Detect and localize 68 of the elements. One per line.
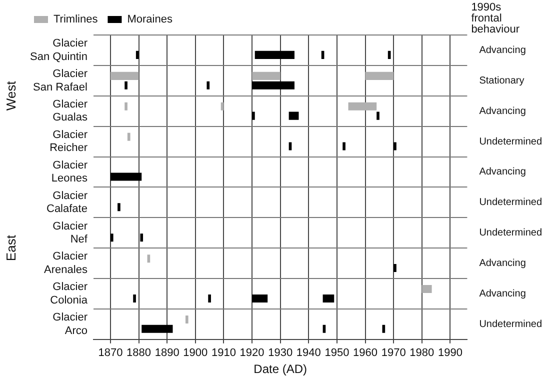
bar (252, 81, 294, 90)
y2-tick-label: Undetermined (479, 197, 542, 208)
x-tick-label: 1930 (268, 347, 293, 360)
bar (342, 142, 346, 150)
x-tick-label: 1990 (438, 347, 462, 360)
bar (394, 142, 396, 150)
y2-tick-label: Undetermined (479, 228, 542, 239)
y2-tick-label: Undetermined (479, 136, 542, 148)
bar (124, 102, 128, 110)
x-tick-label: 1980 (410, 347, 434, 360)
x-tick-label: 1960 (353, 347, 378, 360)
bar (185, 315, 188, 324)
y2-tick-label: Advancing (479, 288, 526, 300)
bar (365, 72, 394, 80)
bar (110, 172, 142, 181)
x-axis-title: Date (AD) (254, 362, 308, 376)
bar (252, 294, 268, 302)
x-tick-label: 1870 (98, 347, 123, 360)
y-tick-label: Glacier San Rafael (33, 68, 88, 94)
bar (208, 294, 211, 302)
bar (288, 142, 292, 150)
x-tick-label: 1900 (183, 347, 208, 360)
x-tick-label: 1940 (296, 347, 321, 360)
y2-tick-label: Advancing (479, 258, 526, 270)
bar (110, 72, 139, 80)
bar (127, 132, 130, 141)
bar (394, 264, 396, 272)
bar (206, 81, 210, 90)
bar (252, 72, 280, 80)
bar (376, 112, 380, 120)
bar (288, 112, 299, 120)
x-tick-label: 1880 (126, 347, 152, 360)
x-tick-label: 1970 (381, 347, 406, 360)
legend-label: Trimlines (54, 14, 98, 26)
y-tick-label: Glacier Reicher (50, 128, 88, 154)
y-tick-label: Glacier Colonia (50, 281, 88, 306)
bar (254, 50, 294, 59)
y-tick-label: Glacier Arenales (44, 250, 88, 276)
bar (422, 285, 432, 294)
y2-tick-label: Undetermined (479, 318, 542, 330)
y2-axis-title: 1990s frontal behaviour (471, 2, 520, 36)
bar (118, 203, 120, 212)
bar (140, 234, 144, 242)
y2-tick-label: Advancing (479, 44, 526, 56)
y-tick-label: Glacier Leones (51, 159, 88, 185)
bar (136, 50, 139, 59)
bar (252, 112, 255, 120)
x-tick-label: 1950 (324, 347, 350, 360)
text: West (4, 80, 19, 111)
y-tick-label: Glacier Gualas (52, 98, 88, 124)
y-tick-label: Glacier Calafate (46, 190, 88, 216)
bar (110, 234, 114, 242)
text: East (4, 234, 19, 262)
x-tick-label: 1910 (211, 347, 236, 360)
bar (322, 294, 334, 302)
y-tick-label: Glacier Arco (52, 312, 88, 337)
x-tick-label: 1920 (240, 347, 264, 360)
y2-tick-label: Advancing (479, 106, 526, 117)
y-tick-label: Glacier San Quintin (30, 38, 88, 63)
y2-tick-label: Stationary (479, 75, 524, 86)
y2-tick-label: Advancing (479, 166, 526, 178)
bar (133, 294, 136, 302)
bar (124, 81, 128, 90)
legend-label: Moraines (127, 14, 173, 26)
bar (348, 102, 377, 110)
y-tick-label: Glacier Nef (52, 220, 88, 246)
bar (142, 324, 173, 333)
x-tick-label: 1890 (154, 347, 180, 360)
